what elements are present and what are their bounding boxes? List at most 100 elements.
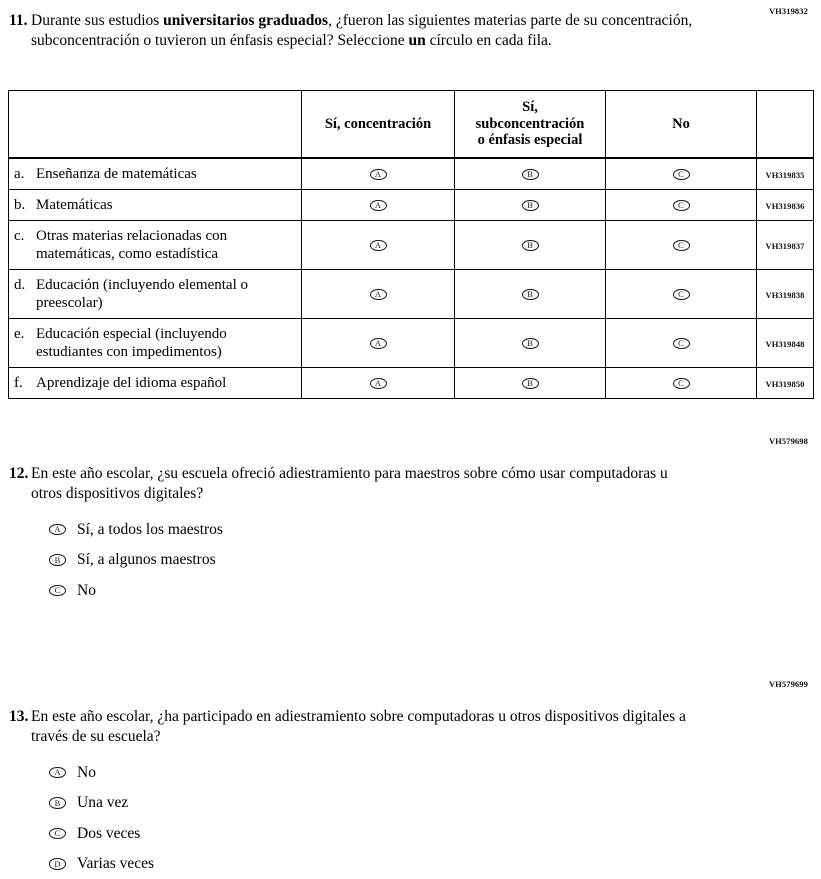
matrix-bubble-cell-a[interactable]: A <box>302 368 455 399</box>
matrix-header-row: Sí, concentración Sí, subconcentración o… <box>9 91 814 159</box>
bubble-letter: A <box>371 241 386 250</box>
bubble-letter: B <box>50 799 65 808</box>
question12-text: En este año escolar, ¿su escuela ofreció… <box>31 464 821 503</box>
matrix-bubble-cell-a[interactable]: A <box>302 270 455 319</box>
question12-option-b[interactable]: B Sí, a algunos maestros <box>0 545 821 576</box>
bubble-letter: A <box>371 170 386 179</box>
matrix-row-vh-code: VH319850 <box>765 379 804 389</box>
radio-bubble-a[interactable]: A <box>370 338 387 350</box>
matrix-row-letter: d. <box>9 276 36 295</box>
bubble-letter: B <box>523 339 538 348</box>
radio-bubble-c[interactable]: C <box>673 338 690 350</box>
matrix-header-col-b: Sí, subconcentración o énfasis especial <box>455 91 606 159</box>
question11-text-bold2: un <box>408 32 425 49</box>
radio-bubble-b[interactable]: B <box>522 200 539 212</box>
radio-bubble-c[interactable]: C <box>673 289 690 301</box>
matrix-header-col-b-line1: Sí, <box>522 99 538 115</box>
matrix-row-label: c.Otras materias relacionadas con matemá… <box>9 221 302 270</box>
radio-bubble-a[interactable]: A <box>370 289 387 301</box>
matrix-bubble-cell-b[interactable]: B <box>455 190 606 221</box>
radio-bubble-a[interactable]: A <box>370 200 387 212</box>
radio-bubble-d[interactable]: D <box>49 858 66 870</box>
matrix-row-text: Aprendizaje del idioma español <box>36 374 297 393</box>
bubble-letter: C <box>674 339 689 348</box>
radio-bubble-c[interactable]: C <box>673 200 690 212</box>
bubble-letter: C <box>50 586 65 595</box>
radio-bubble-c[interactable]: C <box>49 828 66 840</box>
matrix-bubble-cell-c[interactable]: C <box>606 270 757 319</box>
radio-bubble-b[interactable]: B <box>522 378 539 390</box>
radio-bubble-b[interactable]: B <box>522 289 539 301</box>
radio-bubble-c[interactable]: C <box>673 240 690 252</box>
radio-bubble-b[interactable]: B <box>522 169 539 181</box>
matrix-row-vh-code-cell: VH319850 <box>757 368 814 399</box>
matrix-bubble-cell-b[interactable]: B <box>455 368 606 399</box>
matrix-bubble-cell-a[interactable]: A <box>302 221 455 270</box>
bubble-letter: C <box>674 201 689 210</box>
option-label: Sí, a algunos maestros <box>77 550 216 569</box>
matrix-bubble-cell-c[interactable]: C <box>606 368 757 399</box>
matrix-row-vh-code-cell: VH319835 <box>757 158 814 190</box>
question13-vh-code: VH579699 <box>769 679 808 689</box>
radio-bubble-a[interactable]: A <box>370 240 387 252</box>
matrix-row-vh-code-cell: VH319838 <box>757 270 814 319</box>
question12-vh-code: VH579698 <box>769 436 808 446</box>
matrix-header-blank-right <box>757 91 814 159</box>
table-row: e.Educación especial (incluyendo estudia… <box>9 319 814 368</box>
matrix-bubble-cell-b[interactable]: B <box>455 158 606 190</box>
radio-bubble-c[interactable]: C <box>673 169 690 181</box>
matrix-row-text: Matemáticas <box>36 196 297 215</box>
bubble-letter: A <box>371 339 386 348</box>
radio-bubble-c[interactable]: C <box>49 585 66 597</box>
table-row: b.Matemáticas A B C VH319836 <box>9 190 814 221</box>
matrix-bubble-cell-c[interactable]: C <box>606 221 757 270</box>
matrix-row-letter: e. <box>9 325 36 344</box>
matrix-bubble-cell-b[interactable]: B <box>455 221 606 270</box>
radio-bubble-b[interactable]: B <box>49 797 66 809</box>
bubble-letter: A <box>50 768 65 777</box>
question12-number: 12. <box>0 464 31 484</box>
bubble-letter: A <box>50 525 65 534</box>
matrix-bubble-cell-c[interactable]: C <box>606 190 757 221</box>
radio-bubble-c[interactable]: C <box>673 378 690 390</box>
radio-bubble-a[interactable]: A <box>370 378 387 390</box>
matrix-row-text: Otras materias relacionadas con matemáti… <box>36 227 297 264</box>
matrix-bubble-cell-b[interactable]: B <box>455 270 606 319</box>
radio-bubble-b[interactable]: B <box>522 338 539 350</box>
radio-bubble-b[interactable]: B <box>49 554 66 566</box>
radio-bubble-b[interactable]: B <box>522 240 539 252</box>
bubble-letter: D <box>50 860 65 869</box>
matrix-row-vh-code: VH319848 <box>765 339 804 349</box>
matrix-row-vh-code-cell: VH319848 <box>757 319 814 368</box>
question-11-block: 11. Durante sus estudios universitarios … <box>0 11 821 50</box>
matrix-bubble-cell-a[interactable]: A <box>302 319 455 368</box>
matrix-bubble-cell-a[interactable]: A <box>302 158 455 190</box>
radio-bubble-a[interactable]: A <box>370 169 387 181</box>
radio-bubble-a[interactable]: A <box>49 767 66 779</box>
question-13-block: 13. En este año escolar, ¿ha participado… <box>0 707 821 879</box>
matrix-bubble-cell-c[interactable]: C <box>606 158 757 190</box>
bubble-letter: B <box>50 556 65 565</box>
question11-number: 11. <box>0 11 31 31</box>
option-label: Sí, a todos los maestros <box>77 520 223 539</box>
bubble-letter: B <box>523 201 538 210</box>
matrix-row-text: Educación especial (incluyendo estudiant… <box>36 325 297 362</box>
matrix-bubble-cell-a[interactable]: A <box>302 190 455 221</box>
matrix-bubble-cell-c[interactable]: C <box>606 319 757 368</box>
matrix-row-vh-code-cell: VH319836 <box>757 190 814 221</box>
bubble-letter: B <box>523 241 538 250</box>
matrix-row-letter: f. <box>9 374 36 393</box>
radio-bubble-a[interactable]: A <box>49 524 66 536</box>
matrix-row-label: f.Aprendizaje del idioma español <box>9 368 302 399</box>
matrix-row-label: a.Enseñanza de matemáticas <box>9 158 302 190</box>
question12-option-a[interactable]: A Sí, a todos los maestros <box>0 514 821 545</box>
matrix-bubble-cell-b[interactable]: B <box>455 319 606 368</box>
matrix-row-letter: b. <box>9 196 36 215</box>
